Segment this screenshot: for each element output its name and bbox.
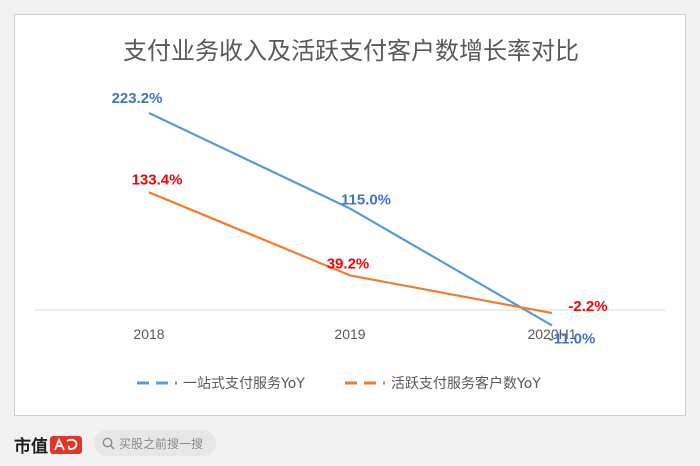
x-tick-label: 2018: [133, 326, 164, 342]
data-label: 39.2%: [327, 255, 370, 272]
x-tick-label: 2019: [334, 326, 365, 342]
legend-label-2: 活跃支付服务客户数YoY: [391, 375, 541, 392]
brand-logo-icon: [50, 435, 82, 454]
footer-bar: 市值 买股之前搜一搜: [0, 424, 700, 466]
data-label: 115.0%: [341, 191, 391, 208]
legend-label-1: 一站式支付服务YoY: [183, 376, 305, 392]
search-icon: [102, 437, 115, 450]
data-label: -2.2%: [568, 298, 607, 315]
data-label: -11.0%: [549, 330, 596, 347]
brand-name: 市值: [14, 437, 48, 457]
series-line-1: [148, 112, 553, 327]
line-chart: 支付业务收入及活跃支付客户数增长率对比 2018 2019 2020H1 223.2% 1…: [35, 37, 665, 392]
search-box[interactable]: 买股之前搜一搜: [94, 430, 216, 456]
x-tick-label: 2020H1: [527, 326, 576, 342]
brand: 市值: [14, 432, 82, 457]
series-line-2: [148, 191, 553, 315]
chart-title: 支付业务收入及活跃支付客户数增长率对比: [123, 37, 579, 65]
search-placeholder: 买股之前搜一搜: [119, 436, 204, 451]
chart-frame: 支付业务收入及活跃支付客户数增长率对比 2018 2019 2020H1 223.2% 1…: [14, 14, 686, 416]
data-label: 223.2%: [112, 90, 163, 107]
data-label: 133.4%: [132, 171, 183, 188]
